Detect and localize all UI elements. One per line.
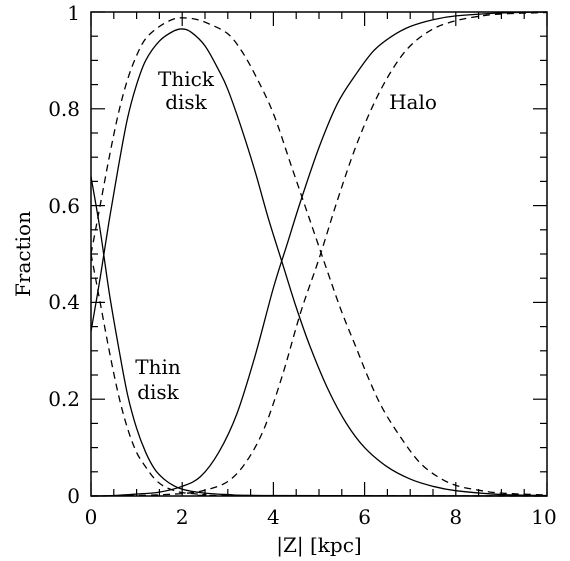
series-lines — [90, 11, 548, 497]
series-line-5-dashed — [90, 17, 548, 496]
series-line-1-solid — [90, 176, 548, 497]
x-axis-label: |Z| [kpc] — [276, 533, 361, 558]
x-tick-label-10: 10 — [531, 505, 556, 529]
halo-label: Halo — [389, 90, 437, 114]
thin-disk-label-line2: disk — [137, 380, 179, 404]
thin-disk-label-line1: Thin — [135, 355, 181, 379]
series-line-4-dashed — [90, 253, 548, 497]
thick-disk-label-line2: disk — [165, 90, 207, 114]
y-tick-label-0.4: 0.4 — [48, 290, 80, 314]
x-tick-label-8: 8 — [449, 505, 462, 529]
y-tick-label-1: 1 — [67, 1, 80, 25]
series-line-2-solid — [90, 28, 548, 497]
x-tick-label-2: 2 — [176, 505, 189, 529]
y-tick-label-0.6: 0.6 — [48, 194, 80, 218]
y-tick-label-0.8: 0.8 — [48, 97, 80, 121]
x-tick-label-6: 6 — [358, 505, 371, 529]
series-line-6-dashed — [90, 11, 548, 497]
y-axis-label: Fraction — [11, 211, 35, 297]
y-tick-label-0.2: 0.2 — [48, 387, 80, 411]
y-tick-label-0: 0 — [67, 484, 80, 508]
x-tick-label-4: 4 — [267, 505, 280, 529]
thick-disk-label-line1: Thick — [158, 67, 215, 91]
x-tick-label-0: 0 — [85, 505, 98, 529]
